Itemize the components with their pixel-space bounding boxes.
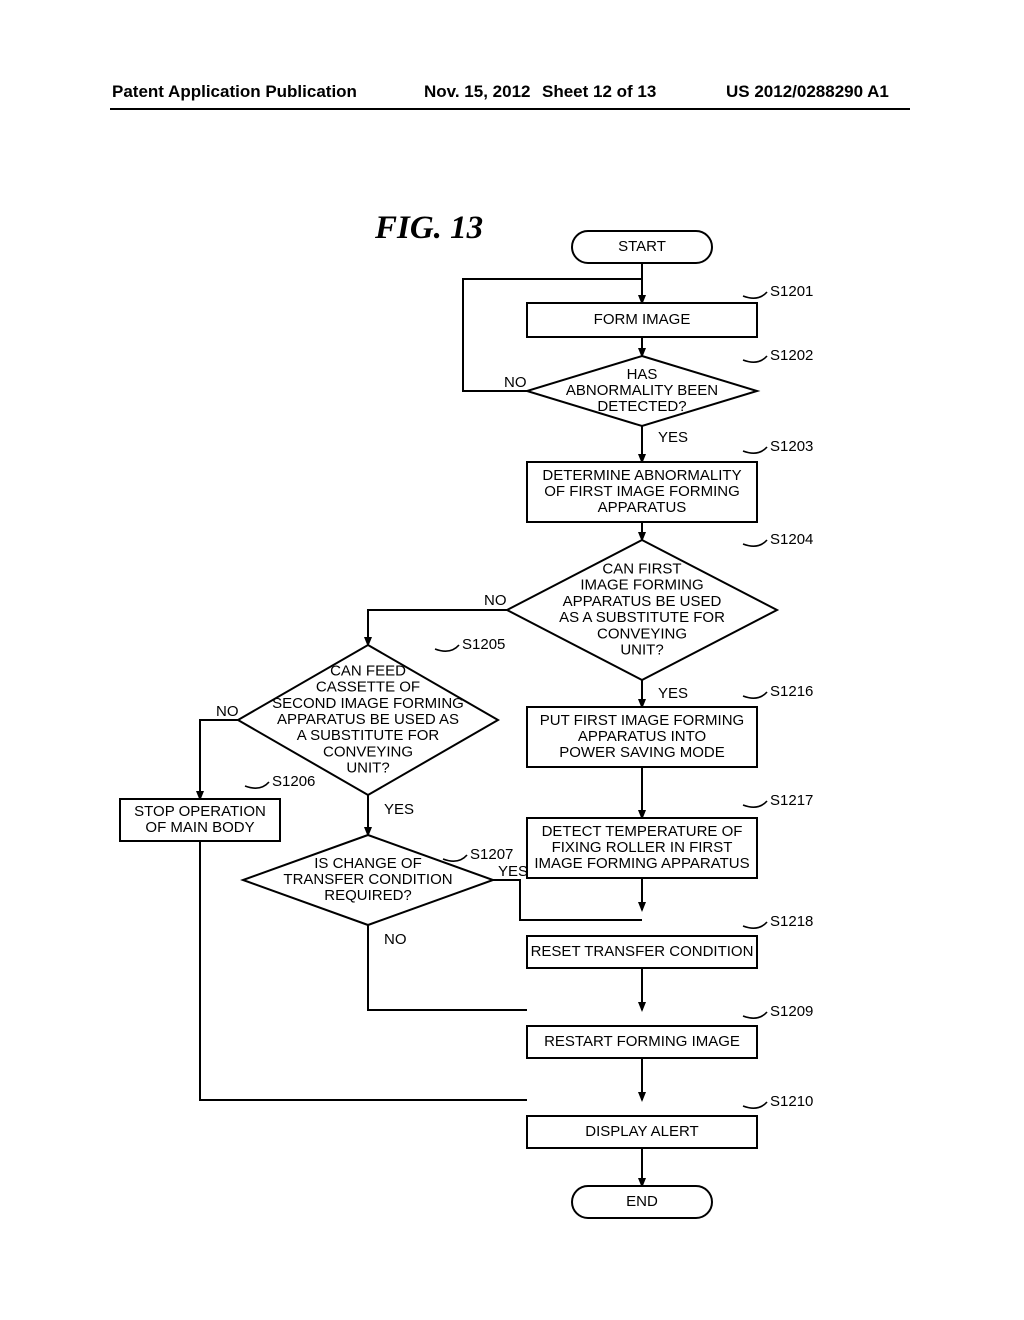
svg-text:FORM IMAGE: FORM IMAGE	[594, 311, 691, 328]
svg-text:ABNORMALITY BEEN: ABNORMALITY BEEN	[566, 382, 718, 399]
svg-text:CONVEYING: CONVEYING	[597, 625, 687, 642]
svg-text:IMAGE FORMING: IMAGE FORMING	[580, 577, 703, 594]
svg-text:REQUIRED?: REQUIRED?	[324, 887, 412, 904]
svg-text:CAN FEED: CAN FEED	[330, 662, 406, 679]
svg-text:SECOND IMAGE FORMING: SECOND IMAGE FORMING	[272, 695, 464, 712]
svg-text:APPARATUS BE USED AS: APPARATUS BE USED AS	[277, 711, 459, 728]
svg-text:DETECTED?: DETECTED?	[597, 398, 686, 415]
svg-text:STOP OPERATION: STOP OPERATION	[134, 803, 266, 820]
step-label-leader	[743, 922, 767, 928]
step-label-leader	[743, 1102, 767, 1108]
svg-text:START: START	[618, 238, 666, 255]
flowchart-canvas: STARTENDFORM IMAGEDETERMINE ABNORMALITYO…	[0, 0, 1024, 1320]
svg-text:A SUBSTITUTE FOR: A SUBSTITUTE FOR	[297, 727, 440, 744]
svg-text:APPARATUS INTO: APPARATUS INTO	[578, 728, 706, 745]
svg-text:OF FIRST IMAGE FORMING: OF FIRST IMAGE FORMING	[544, 483, 740, 500]
svg-text:CASSETTE OF: CASSETTE OF	[316, 679, 420, 696]
step-label-leader	[245, 782, 269, 788]
svg-text:DETERMINE ABNORMALITY: DETERMINE ABNORMALITY	[542, 467, 741, 484]
step-label-leader	[743, 692, 767, 698]
branch-label-yes: YES	[498, 863, 528, 880]
branch-label-yes: YES	[658, 685, 688, 702]
svg-text:APPARATUS BE USED: APPARATUS BE USED	[563, 593, 722, 610]
svg-text:END: END	[626, 1193, 658, 1210]
step-label-leader	[443, 855, 467, 861]
step-label: S1201	[770, 283, 813, 300]
branch-label-yes: YES	[384, 801, 414, 818]
branch-label-no: NO	[216, 703, 239, 720]
step-label: S1210	[770, 1093, 813, 1110]
step-label-leader	[743, 801, 767, 807]
svg-text:FIXING ROLLER IN FIRST: FIXING ROLLER IN FIRST	[552, 839, 733, 856]
step-label-leader	[743, 356, 767, 362]
flow-edge	[200, 720, 238, 799]
svg-text:IMAGE FORMING APPARATUS: IMAGE FORMING APPARATUS	[534, 855, 749, 872]
branch-label-no: NO	[504, 374, 527, 391]
step-label: S1218	[770, 913, 813, 930]
svg-text:CONVEYING: CONVEYING	[323, 743, 413, 760]
step-label-leader	[435, 645, 459, 651]
step-label: S1202	[770, 347, 813, 364]
step-label-leader	[743, 540, 767, 546]
branch-label-no: NO	[384, 931, 407, 948]
svg-text:IS CHANGE OF: IS CHANGE OF	[314, 855, 422, 872]
step-label-leader	[743, 1012, 767, 1018]
svg-text:PUT FIRST IMAGE FORMING: PUT FIRST IMAGE FORMING	[540, 712, 744, 729]
step-label: S1206	[272, 773, 315, 790]
svg-text:APPARATUS: APPARATUS	[598, 499, 687, 516]
branch-label-no: NO	[484, 592, 507, 609]
step-label-leader	[743, 447, 767, 453]
svg-text:CAN FIRST: CAN FIRST	[602, 560, 681, 577]
flow-edge	[493, 880, 642, 920]
step-label: S1203	[770, 438, 813, 455]
step-label: S1205	[462, 636, 505, 653]
svg-text:AS A SUBSTITUTE FOR: AS A SUBSTITUTE FOR	[559, 609, 725, 626]
svg-text:RESET TRANSFER CONDITION: RESET TRANSFER CONDITION	[531, 943, 754, 960]
branch-label-yes: YES	[658, 429, 688, 446]
svg-text:DISPLAY ALERT: DISPLAY ALERT	[585, 1123, 698, 1140]
svg-text:UNIT?: UNIT?	[620, 641, 663, 658]
step-label: S1217	[770, 792, 813, 809]
svg-text:UNIT?: UNIT?	[346, 760, 389, 777]
step-label: S1216	[770, 683, 813, 700]
svg-text:DETECT TEMPERATURE OF: DETECT TEMPERATURE OF	[542, 823, 743, 840]
svg-text:HAS: HAS	[627, 366, 658, 383]
step-label: S1204	[770, 531, 813, 548]
step-label: S1209	[770, 1003, 813, 1020]
svg-text:RESTART FORMING IMAGE: RESTART FORMING IMAGE	[544, 1033, 740, 1050]
step-label: S1207	[470, 846, 513, 863]
step-label-leader	[743, 292, 767, 298]
svg-text:POWER SAVING MODE: POWER SAVING MODE	[559, 744, 725, 761]
svg-text:TRANSFER CONDITION: TRANSFER CONDITION	[283, 871, 452, 888]
svg-text:OF MAIN BODY: OF MAIN BODY	[145, 819, 254, 836]
